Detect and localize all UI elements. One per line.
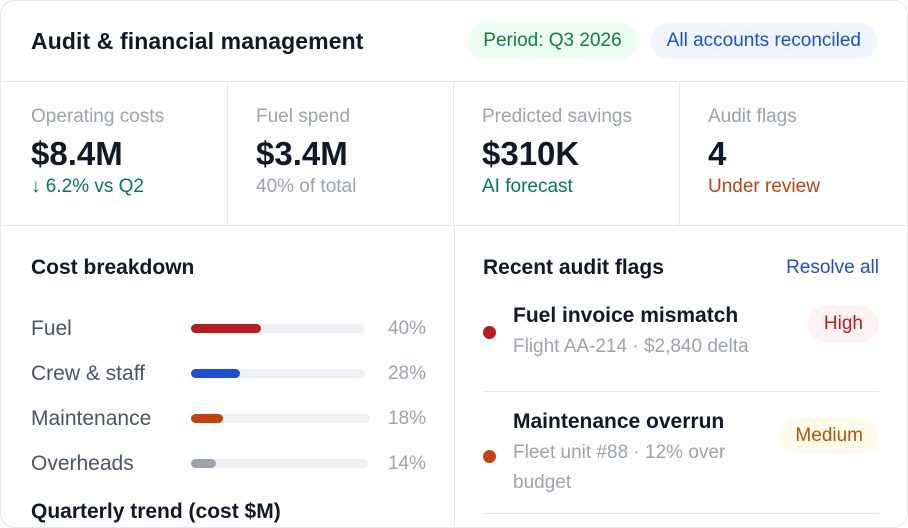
- kpi-label: Audit flags: [708, 106, 797, 127]
- kpi-row: Operating costs $8.4M ↓ 6.2% vs Q2 Fuel …: [1, 82, 907, 226]
- severity-badge: High: [807, 306, 879, 342]
- breakdown-label: Fuel: [31, 316, 72, 340]
- breakdown-label: Overheads: [31, 451, 134, 475]
- audit-flags-title: Recent audit flags: [483, 256, 664, 279]
- kpi-note: AI forecast: [482, 176, 573, 197]
- cost-breakdown-panel: Cost breakdown Fuel 40% Crew & staff 28%: [1, 226, 455, 527]
- breakdown-percent: 40%: [387, 317, 426, 339]
- breakdown-track: [191, 324, 365, 333]
- kpi-note: Under review: [708, 176, 820, 197]
- period-badge: Period: Q3 2026: [467, 23, 638, 59]
- cost-breakdown-title: Cost breakdown: [31, 256, 195, 279]
- kpi-note: 40% of total: [256, 176, 357, 197]
- kpi-label: Predicted savings: [482, 106, 632, 127]
- kpi-value: 4: [708, 135, 727, 172]
- audit-flags-header: Recent audit flags Resolve all: [483, 256, 879, 280]
- breakdown-fill: [191, 369, 240, 378]
- audit-flag-item[interactable]: Maintenance overrun Fleet unit #88 · 12%…: [483, 392, 879, 514]
- flag-meta: Fleet unit #88 · 12% over budget: [513, 442, 726, 493]
- breakdown-track: [191, 369, 365, 378]
- kpi-label: Operating costs: [31, 106, 165, 127]
- kpi-operating-costs: Operating costs $8.4M ↓ 6.2% vs Q2: [1, 82, 228, 225]
- severity-dot-icon: [483, 326, 496, 339]
- breakdown-track: [191, 414, 370, 423]
- flag-text: Maintenance overrun Fleet unit #88 · 12%…: [513, 408, 763, 498]
- kpi-value: $3.4M: [256, 135, 348, 172]
- flag-text: Fuel invoice mismatch Flight AA-214 · $2…: [513, 302, 749, 362]
- breakdown-percent: 14%: [387, 452, 426, 474]
- kpi-value: $310K: [482, 135, 580, 172]
- card-header: Audit & financial management Period: Q3 …: [1, 1, 907, 82]
- quarterly-trend-title: Quarterly trend (cost $M): [31, 500, 281, 523]
- reconciled-status-badge: All accounts reconciled: [650, 23, 877, 59]
- breakdown-label: Maintenance: [31, 406, 152, 430]
- flag-meta: Flight AA-214 · $2,840 delta: [513, 336, 749, 357]
- breakdown-percent: 18%: [387, 407, 426, 429]
- breakdown-fill: [191, 324, 261, 333]
- kpi-label: Fuel spend: [256, 106, 351, 127]
- kpi-fuel-spend: Fuel spend $3.4M 40% of total: [228, 82, 454, 225]
- kpi-audit-flags: Audit flags 4 Under review: [680, 82, 907, 225]
- breakdown-list: Fuel 40% Crew & staff 28% Maintenance: [31, 306, 426, 486]
- kpi-note: ↓ 6.2% vs Q2: [31, 176, 144, 197]
- audit-flags-panel: Recent audit flags Resolve all Fuel invo…: [455, 226, 907, 527]
- breakdown-label: Crew & staff: [31, 361, 145, 385]
- breakdown-row-overheads: Overheads 14%: [31, 441, 426, 486]
- flag-title: Maintenance overrun: [513, 410, 725, 433]
- page-title: Audit & financial management: [31, 27, 364, 54]
- severity-dot-icon: [483, 450, 496, 463]
- breakdown-row-crew-staff: Crew & staff 28%: [31, 351, 426, 396]
- breakdown-row-fuel: Fuel 40%: [31, 306, 426, 351]
- bottom-section: Cost breakdown Fuel 40% Crew & staff 28%: [1, 226, 907, 527]
- breakdown-track: [191, 459, 368, 468]
- resolve-all-link[interactable]: Resolve all: [786, 257, 879, 278]
- breakdown-fill: [191, 459, 216, 468]
- kpi-value: $8.4M: [31, 135, 123, 172]
- breakdown-row-maintenance: Maintenance 18%: [31, 396, 426, 441]
- flag-title: Fuel invoice mismatch: [513, 304, 739, 327]
- breakdown-fill: [191, 414, 224, 423]
- audit-flag-item[interactable]: Fuel invoice mismatch Flight AA-214 · $2…: [483, 284, 879, 392]
- kpi-predicted-savings: Predicted savings $310K AI forecast: [454, 82, 680, 225]
- header-badges: Period: Q3 2026 All accounts reconciled: [467, 23, 877, 59]
- severity-badge: Medium: [779, 418, 879, 454]
- breakdown-percent: 28%: [387, 362, 426, 384]
